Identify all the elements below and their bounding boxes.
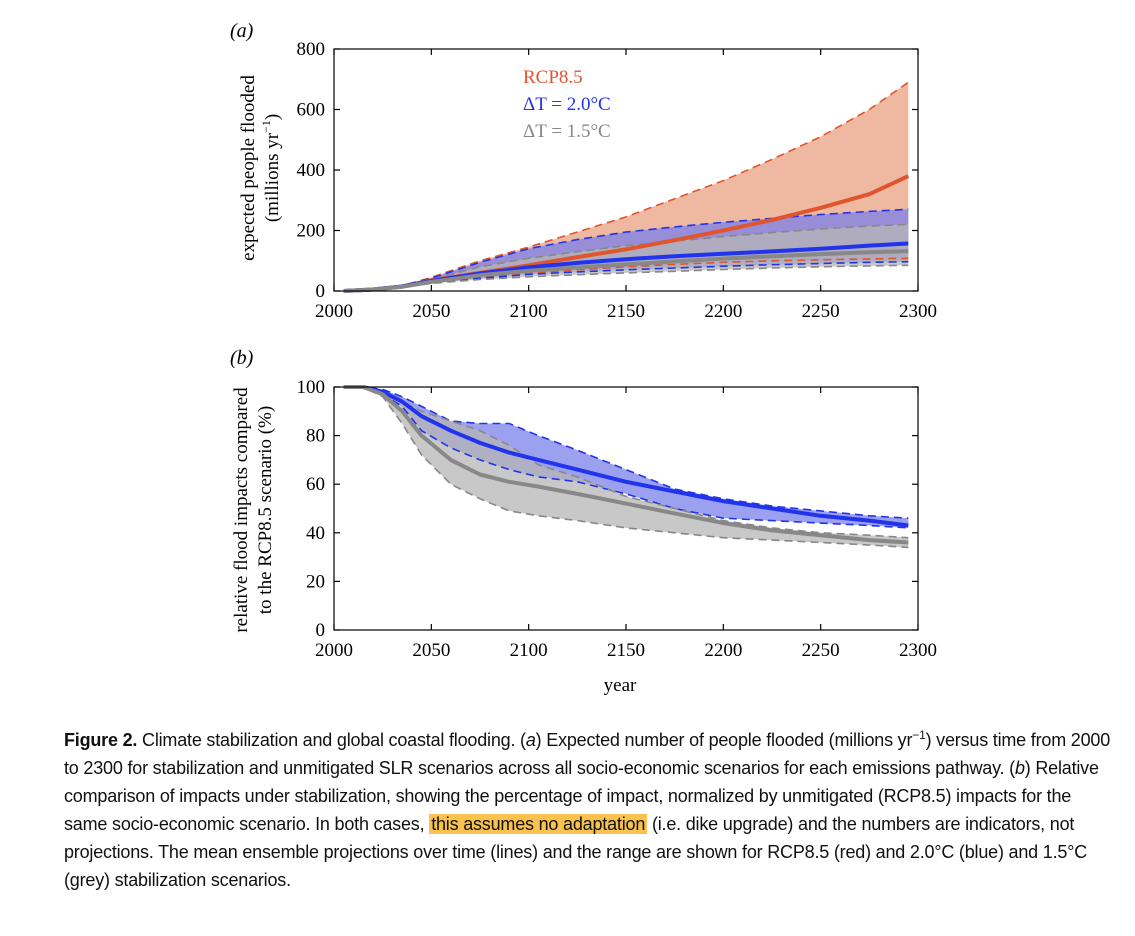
figure-caption: Figure 2. Climate stabilization and glob… xyxy=(64,721,1114,894)
xtick-label-0-2100: 2100 xyxy=(510,301,548,322)
panel-a-ylabel: expected people flooded (millions yr−1) xyxy=(238,75,283,261)
panel-a-ylabel-line1: expected people flooded xyxy=(238,75,259,261)
xtick-label-0-2300: 2300 xyxy=(899,301,937,322)
band-edge-high-0-2 xyxy=(343,223,909,292)
caption-ref-b: b xyxy=(1014,758,1025,778)
xtick-label-1-2300: 2300 xyxy=(899,640,937,661)
xtick-label-0-2000: 2000 xyxy=(315,301,353,322)
ytick-label-1-100: 100 xyxy=(297,377,326,398)
band-edge-low-0-2 xyxy=(343,264,909,292)
panel-a-ylabel-line2: (millions yr−1) xyxy=(259,114,283,222)
figure-canvas: (a) expected people flooded (millions yr… xyxy=(230,20,937,696)
caption-text-1: Climate stabilization and global coastal… xyxy=(137,730,526,750)
caption-text-2: ) Expected number of people flooded (mil… xyxy=(535,730,913,750)
legend-dt15: ΔT = 1.5°C xyxy=(523,121,611,142)
panel-a-legend: RCP8.5 ΔT = 2.0°C ΔT = 1.5°C xyxy=(523,67,611,142)
band-edge-high-1-0 xyxy=(343,386,909,519)
legend-rcp85: RCP8.5 xyxy=(523,67,583,88)
caption-text-3: ) versus time from 2000 to 2300 for stab… xyxy=(64,730,1111,778)
caption-text-5: (i.e. dike upgrade) and the numbers are … xyxy=(64,814,1088,890)
xtick-label-0-2200: 2200 xyxy=(704,301,742,322)
panel-a-plot: 2000 2050 2100 2150 2200 2250 2300 0 200 400 600 80… xyxy=(297,39,938,322)
xtick-label-0-2050: 2050 xyxy=(412,301,450,322)
xtick-label-1-2100: 2100 xyxy=(510,640,548,661)
ytick-label-1-0: 0 xyxy=(316,620,326,641)
caption-text-4: ) Relative comparison of impacts under s… xyxy=(64,758,1099,834)
ytick-label-1-40: 40 xyxy=(306,523,325,544)
ytick-label-0-600: 600 xyxy=(297,100,326,121)
band-edge-low-0-0 xyxy=(343,257,909,292)
panel-b-label: (b) xyxy=(230,347,254,369)
panel-b-ylabel: relative flood impacts compared to the R… xyxy=(231,387,276,633)
panel-b-ylabel-line2: to the RCP8.5 scenario (%) xyxy=(255,406,276,614)
legend-dt20: ΔT = 2.0°C xyxy=(523,94,611,115)
xtick-label-1-2150: 2150 xyxy=(607,640,645,661)
ytick-label-1-60: 60 xyxy=(306,474,325,495)
ytick-label-0-400: 400 xyxy=(297,160,326,181)
xtick-label-0-2250: 2250 xyxy=(802,301,840,322)
panel-b-plot: 2000 2050 2100 2150 2200 2250 2300 0 20 40 60 80 100 xyxy=(297,377,938,661)
caption-superscript: −1 xyxy=(912,728,926,742)
ytick-label-0-800: 800 xyxy=(297,39,326,60)
ytick-label-0-0: 0 xyxy=(316,281,326,302)
xtick-label-1-2050: 2050 xyxy=(412,640,450,661)
panel-b: (b) relative flood impacts compared to t… xyxy=(230,347,937,696)
panel-b-xlabel: year xyxy=(604,675,637,696)
panel-b-ylabel-line1: relative flood impacts compared xyxy=(231,387,252,633)
band-edge-high-0-1 xyxy=(343,208,909,292)
band-edge-low-1-0 xyxy=(343,386,909,529)
ytick-label-0-200: 200 xyxy=(297,221,326,242)
band-1-1 xyxy=(343,387,909,548)
ytick-label-1-80: 80 xyxy=(306,426,325,447)
mean-line-0-2 xyxy=(343,249,909,293)
panel-a: (a) expected people flooded (millions yr… xyxy=(230,20,937,322)
band-edge-low-0-1 xyxy=(343,260,909,292)
panel-a-label: (a) xyxy=(230,20,254,42)
band-edge-low-1-1 xyxy=(343,386,909,549)
xtick-label-1-2000: 2000 xyxy=(315,640,353,661)
mean-line-1-1 xyxy=(343,385,909,545)
xtick-label-1-2200: 2200 xyxy=(704,640,742,661)
xtick-label-0-2150: 2150 xyxy=(607,301,645,322)
band-edge-high-0-0 xyxy=(343,81,909,292)
caption-ref-a: a xyxy=(525,730,536,750)
ytick-label-1-20: 20 xyxy=(306,571,325,592)
xtick-label-1-2250: 2250 xyxy=(802,640,840,661)
caption-label: Figure 2. xyxy=(64,730,138,750)
mean-line-1-0 xyxy=(343,385,909,528)
caption-highlight[interactable]: this assumes no adaptation xyxy=(429,814,648,834)
